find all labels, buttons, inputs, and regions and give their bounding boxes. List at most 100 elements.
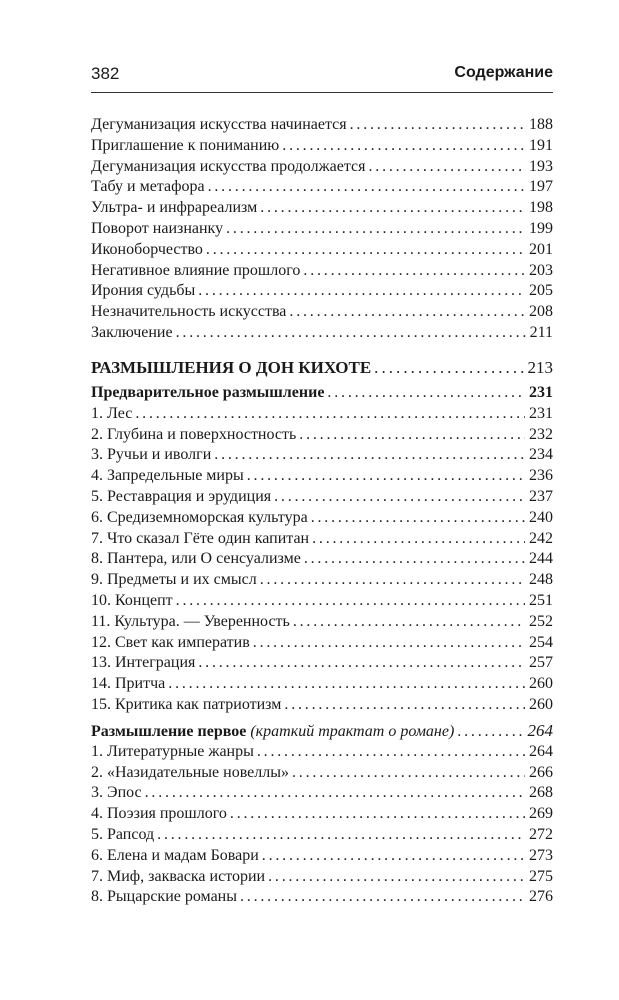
- toc-entry: РАЗМЫШЛЕНИЯ О ДОН КИХОТЕ 213: [91, 357, 553, 379]
- toc-entry: Ирония судьбы 205: [91, 281, 553, 302]
- toc-entry-title: Незначительность искусства: [91, 302, 289, 323]
- toc-entry-title-text: Размышление первое: [91, 723, 247, 740]
- dot-leader: [260, 570, 525, 591]
- toc-entry-title-text: Заключение: [91, 323, 173, 341]
- toc-entry: 9. Предметы и их смысл 248: [91, 570, 553, 591]
- toc-entry-page: 240: [529, 508, 553, 526]
- toc-entry-title-text: 7. Миф, закваска истории: [91, 867, 266, 885]
- toc-entry-title-text: Ультра- и инфрареализм: [91, 199, 258, 217]
- dot-leader: [253, 633, 525, 654]
- toc-major-heading: РАЗМЫШЛЕНИЯ О ДОН КИХОТЕ 213: [91, 357, 553, 379]
- dot-leader: [303, 261, 525, 282]
- toc-entry-title-text: 2. Глубина и поверхностность: [91, 425, 297, 443]
- toc-entry-page: 242: [529, 529, 553, 547]
- dot-leader: [282, 136, 525, 157]
- toc-entry: 5. Рапсод 272: [91, 825, 553, 846]
- toc-entry-page: 232: [529, 425, 553, 443]
- toc-entry-title: Поворот наизнанку: [91, 219, 226, 240]
- toc-entry-title-text: 1. Лес: [91, 404, 133, 422]
- toc-entry-page: 275: [529, 867, 553, 885]
- dot-leader: [145, 783, 525, 804]
- toc-entry: Предварительное размышление 231: [91, 383, 553, 404]
- toc-group-1: Дегуманизация искусства начинается 188 При…: [91, 115, 553, 344]
- toc-entry-page: 252: [529, 612, 553, 630]
- dot-leader: [135, 404, 525, 425]
- toc-entry-title: Приглашение к пониманию: [91, 136, 282, 157]
- dot-leader: [368, 157, 525, 178]
- toc-entry-title-text: 15. Критика как патриотизм: [91, 695, 282, 713]
- toc-entry-page: 254: [529, 633, 553, 651]
- toc-entry-page: 191: [529, 136, 553, 154]
- toc-entry: 13. Интеграция 257: [91, 653, 553, 674]
- toc-entry-page: 251: [529, 591, 553, 609]
- toc-entry-page: 260: [529, 695, 553, 713]
- dot-leader: [374, 357, 523, 379]
- toc-entry-title: Размышление первое (краткий трактат о ро…: [91, 722, 457, 742]
- toc-entry-page: 260: [529, 675, 553, 693]
- toc-entry-title-text: 8. Рыцарские романы: [91, 888, 237, 906]
- toc-entry-title: 12. Свет как императив: [91, 633, 253, 654]
- toc-entry: 5. Реставрация и эрудиция 237: [91, 487, 553, 508]
- toc-entry: Ультра- и инфрареализм 198: [91, 198, 553, 219]
- dot-leader: [240, 887, 525, 908]
- toc-entry-title-text: Приглашение к пониманию: [91, 136, 280, 154]
- toc-entry-title-text: Ирония судьбы: [91, 282, 196, 300]
- toc-entry-page: 208: [529, 303, 553, 321]
- toc-entry-title: 14. Притча: [91, 674, 168, 695]
- toc-entry: 15. Критика как патриотизм 260: [91, 695, 553, 716]
- dot-leader: [157, 825, 525, 846]
- toc-entry-title: Табу и метафора: [91, 177, 208, 198]
- dot-leader: [198, 653, 525, 674]
- toc-entry-title: 10. Концепт: [91, 591, 176, 612]
- toc-entry: Иконоборчество 201: [91, 240, 553, 261]
- toc-group-first-meditation: Размышление первое (краткий трактат о ро…: [91, 721, 553, 908]
- dot-leader: [257, 742, 525, 763]
- toc-entry: 3. Ручьи и иволги 234: [91, 445, 553, 466]
- toc-entry-page: 193: [529, 157, 553, 175]
- toc-entry: 6. Елена и мадам Бовари 273: [91, 846, 553, 867]
- toc-entry-title: 1. Литературные жанры: [91, 742, 257, 763]
- toc-entry-title: 9. Предметы и их смысл: [91, 570, 260, 591]
- toc-entry: 1. Лес 231: [91, 404, 553, 425]
- toc-entry-title-text: 9. Предметы и их смысл: [91, 571, 257, 589]
- dot-leader: [176, 323, 526, 344]
- dot-leader: [284, 695, 525, 716]
- toc-entry-title: 11. Культура. — Уверенность: [91, 612, 293, 633]
- toc-entry-page: 257: [529, 654, 553, 672]
- toc-entry-title: Предварительное размышление: [91, 383, 327, 404]
- toc-entry-title-text: Дегуманизация искусства начинается: [91, 116, 347, 133]
- dot-leader: [268, 867, 525, 888]
- toc-entry-title-text: 2. «Назидательные новеллы»: [91, 763, 289, 781]
- dot-leader: [226, 219, 525, 240]
- toc-entry: Негативное влияние прошлого 203: [91, 261, 553, 282]
- toc-entry-title-text: 14. Притча: [91, 675, 166, 693]
- toc-entry-page: 231: [529, 404, 553, 422]
- dot-leader: [293, 612, 525, 633]
- toc-entry: Дегуманизация искусства начинается 188: [91, 115, 553, 136]
- toc-entry: Поворот наизнанку 199: [91, 219, 553, 240]
- toc-entry-page: 198: [529, 199, 553, 217]
- toc-entry-title-text: 4. Поэзия прошлого: [91, 805, 227, 823]
- toc-entry-page: 276: [529, 888, 553, 906]
- toc-entry-title: 6. Елена и мадам Бовари: [91, 846, 262, 867]
- toc-entry-title: 7. Что сказал Гёте один капитан: [91, 529, 312, 550]
- dot-leader: [247, 466, 525, 487]
- toc-entry-title: Негативное влияние прошлого: [91, 261, 303, 282]
- toc-entry: Незначительность искусства 208: [91, 302, 553, 323]
- toc-entry-title: Ирония судьбы: [91, 281, 198, 302]
- toc-entry-title-text: 3. Эпос: [91, 784, 142, 802]
- dot-leader: [230, 804, 525, 825]
- dot-leader: [176, 591, 525, 612]
- toc-entry-title-text: 7. Что сказал Гёте один капитан: [91, 529, 310, 547]
- toc-entry-page: 234: [529, 446, 553, 464]
- toc-entry-title-text: Незначительность искусства: [91, 303, 287, 321]
- dot-leader: [262, 846, 525, 867]
- toc-entry-page: 203: [529, 261, 553, 279]
- toc-entry: 1. Литературные жанры 264: [91, 742, 553, 763]
- dot-leader: [214, 445, 525, 466]
- toc-entry-title-text: Поворот наизнанку: [91, 219, 224, 237]
- toc-entry-page: 273: [529, 846, 553, 864]
- dot-leader: [312, 529, 525, 550]
- dot-leader: [206, 240, 525, 261]
- toc-entry-title: 13. Интеграция: [91, 653, 198, 674]
